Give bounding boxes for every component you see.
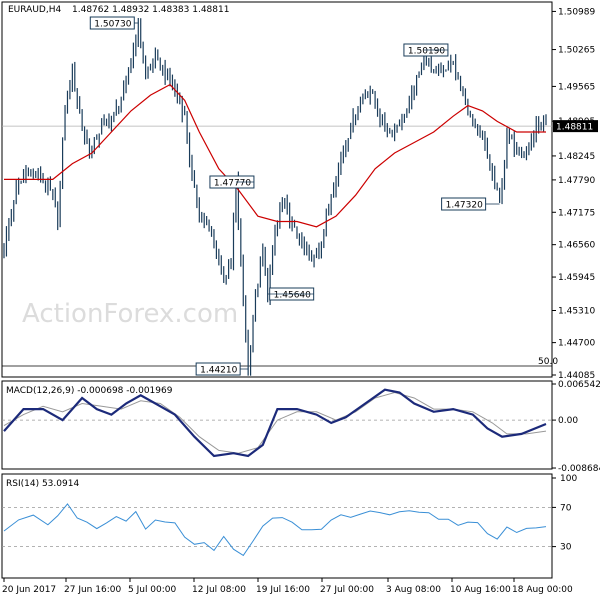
x-tick-label: 19 Jul 16:00 bbox=[256, 585, 310, 595]
price-panel-frame bbox=[1, 1, 553, 378]
moving-average-line bbox=[4, 83, 546, 228]
annotation-label: 1.47320 bbox=[446, 201, 483, 211]
price-tick-label: 1.45945 bbox=[558, 273, 595, 283]
fib-label: 50.0 bbox=[538, 357, 558, 367]
annotation-label: 1.45640 bbox=[274, 291, 311, 301]
macd-panel-frame bbox=[1, 380, 553, 470]
price-tick-label: 1.44700 bbox=[558, 339, 595, 349]
price-tick-label: 1.50265 bbox=[558, 46, 595, 56]
rsi-tick-label: 100 bbox=[560, 474, 577, 484]
price-tick-label: 1.50989 bbox=[558, 7, 595, 17]
rsi-label: RSI(14) 53.0914 bbox=[6, 479, 79, 489]
rsi-line bbox=[3, 503, 547, 557]
price-tick-label: 1.48245 bbox=[558, 152, 595, 162]
annotation-label: 1.47770 bbox=[214, 179, 251, 189]
current-price-label: 1.48811 bbox=[556, 123, 593, 133]
annotation-label: 1.50730 bbox=[94, 20, 131, 30]
x-tick-label: 10 Aug 16:00 bbox=[450, 585, 511, 595]
watermark: ActionForex.com bbox=[22, 299, 238, 329]
price-tick-label: 1.45310 bbox=[558, 306, 595, 316]
x-tick-label: 27 Jun 16:00 bbox=[64, 585, 121, 595]
annotation-label: 1.44210 bbox=[200, 366, 237, 376]
price-tick-label: 1.46560 bbox=[558, 241, 595, 251]
x-tick-label: 3 Aug 08:00 bbox=[386, 585, 441, 595]
macd-line bbox=[3, 388, 547, 458]
x-tick-label: 27 Jul 00:00 bbox=[320, 585, 374, 595]
x-tick-label: 18 Aug 00:00 bbox=[512, 585, 573, 595]
macd-tick-label: 0.006542 bbox=[558, 380, 600, 390]
rsi-tick-label: 30 bbox=[560, 543, 572, 553]
x-tick-label: 20 Jun 2017 bbox=[2, 585, 56, 595]
ohlc-values: 1.48762 1.48932 1.48383 1.48811 bbox=[72, 5, 229, 15]
chart-title: EURAUD,H4 bbox=[8, 5, 61, 15]
macd-tick-label: 0.00 bbox=[558, 416, 578, 426]
price-tick-label: 1.47175 bbox=[558, 208, 595, 218]
rsi-panel-frame bbox=[1, 473, 553, 579]
macd-tick-label: -0.008684 bbox=[558, 464, 600, 474]
annotation-label: 1.50190 bbox=[408, 47, 445, 57]
x-tick-label: 5 Jul 00:00 bbox=[128, 585, 177, 595]
price-tick-label: 1.49565 bbox=[558, 82, 595, 92]
price-tick-label: 1.47790 bbox=[558, 176, 595, 186]
x-tick-label: 12 Jul 08:00 bbox=[192, 585, 246, 595]
current-price-box bbox=[553, 120, 598, 133]
rsi-tick-label: 70 bbox=[560, 503, 572, 513]
price-tick-label: 1.44085 bbox=[558, 371, 595, 381]
macd-label: MACD(12,26,9) -0.000698 -0.001969 bbox=[6, 386, 173, 396]
